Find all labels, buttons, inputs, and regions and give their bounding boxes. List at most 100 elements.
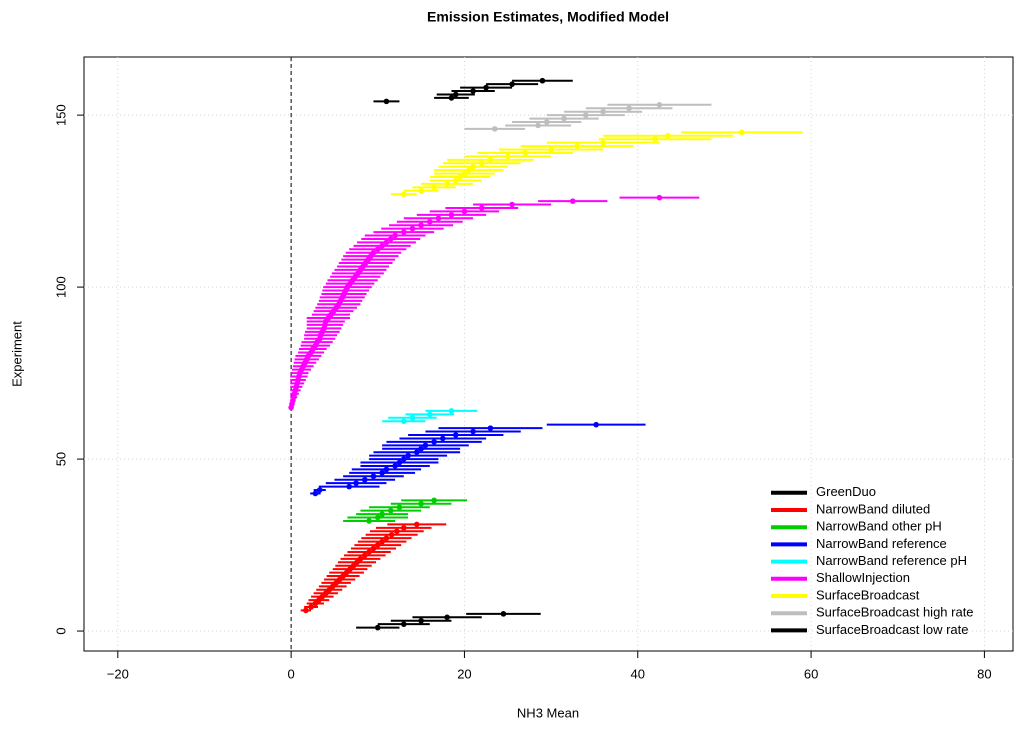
legend-label: NarrowBand reference — [816, 536, 947, 551]
point — [487, 425, 494, 431]
point — [461, 170, 468, 177]
point — [319, 593, 326, 600]
legend-label: SurfaceBroadcast — [816, 587, 920, 602]
point — [394, 528, 400, 535]
point — [379, 511, 385, 517]
x-tick-label: −20 — [107, 666, 129, 681]
point — [465, 167, 472, 173]
point — [600, 139, 606, 146]
point — [561, 115, 567, 122]
point — [343, 569, 350, 576]
point — [478, 160, 485, 167]
point — [509, 81, 515, 87]
legend-label: SurfaceBroadcast high rate — [816, 605, 974, 620]
point — [388, 531, 395, 538]
x-tick-label: 40 — [631, 666, 645, 681]
point — [312, 600, 319, 607]
point — [329, 583, 336, 590]
point — [308, 604, 314, 610]
point — [392, 232, 398, 239]
point — [316, 487, 323, 493]
legend-label: NarrowBand reference pH — [816, 553, 967, 568]
point — [431, 439, 437, 445]
point — [354, 559, 360, 566]
y-tick-label: 50 — [53, 452, 68, 466]
point — [383, 535, 390, 541]
point — [361, 476, 368, 483]
point — [400, 456, 407, 462]
point — [418, 187, 424, 194]
point — [418, 222, 424, 228]
point — [522, 150, 528, 156]
point — [422, 442, 429, 449]
point — [444, 614, 450, 621]
point — [665, 132, 671, 139]
point — [347, 566, 353, 572]
point — [370, 249, 377, 256]
point — [383, 466, 390, 473]
point — [357, 556, 364, 562]
point — [435, 215, 442, 222]
point — [396, 459, 403, 466]
legend-label: NarrowBand diluted — [816, 501, 930, 516]
point — [418, 445, 424, 452]
point — [392, 463, 398, 469]
point — [483, 84, 489, 91]
point — [333, 580, 339, 586]
point — [452, 432, 459, 438]
y-tick-label: 150 — [53, 104, 68, 126]
point — [569, 198, 576, 204]
point — [470, 428, 476, 435]
x-tick-label: 20 — [457, 666, 471, 681]
point — [370, 473, 377, 480]
point — [509, 201, 515, 208]
x-tick-label: 80 — [977, 666, 991, 681]
point — [448, 408, 455, 414]
point — [539, 77, 546, 84]
point — [574, 143, 580, 149]
point — [593, 421, 599, 428]
point — [374, 514, 381, 521]
point — [656, 194, 663, 201]
point — [405, 452, 411, 459]
point — [316, 597, 322, 603]
point — [400, 191, 407, 198]
point — [543, 119, 550, 125]
point — [366, 518, 372, 524]
point — [374, 542, 381, 548]
point — [500, 611, 507, 617]
legend-label: GreenDuo — [816, 484, 876, 499]
point — [409, 415, 416, 421]
point — [439, 435, 446, 442]
point — [470, 88, 476, 94]
point — [478, 205, 485, 211]
chart-title: Emission Estimates, Modified Model — [427, 9, 669, 25]
point — [409, 225, 416, 232]
point — [400, 525, 407, 531]
point — [353, 480, 359, 486]
point — [626, 105, 632, 112]
point — [418, 500, 424, 507]
point — [312, 490, 319, 497]
point — [336, 576, 343, 583]
point — [418, 617, 424, 624]
point — [431, 184, 437, 191]
point — [374, 624, 381, 631]
point — [452, 177, 459, 184]
point — [504, 153, 511, 160]
point — [535, 122, 541, 129]
y-tick-label: 100 — [53, 276, 68, 298]
point — [400, 418, 407, 425]
plot-frame — [83, 56, 1014, 652]
legend-label: NarrowBand other pH — [816, 519, 942, 534]
point — [656, 102, 663, 108]
point — [346, 483, 352, 490]
point — [448, 212, 455, 218]
x-axis-label: NH3 Mean — [517, 705, 579, 720]
point — [383, 239, 390, 246]
point — [387, 236, 394, 242]
point — [431, 497, 437, 504]
x-tick-label: 60 — [804, 666, 818, 681]
